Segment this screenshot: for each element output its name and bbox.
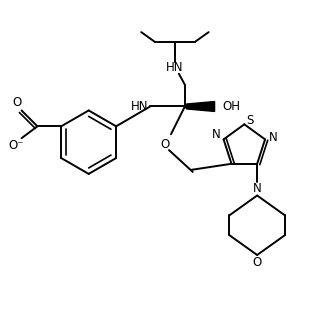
Text: O: O [252,256,262,270]
Text: S: S [247,114,254,127]
Text: O⁻: O⁻ [9,139,24,152]
Text: HN: HN [166,61,184,74]
Text: N: N [269,131,277,144]
Text: O: O [161,138,169,151]
Text: N: N [212,128,221,141]
Text: HN: HN [131,100,148,113]
Text: N: N [253,182,261,195]
Polygon shape [185,101,214,111]
Text: O: O [12,96,21,109]
Text: OH: OH [222,100,240,113]
